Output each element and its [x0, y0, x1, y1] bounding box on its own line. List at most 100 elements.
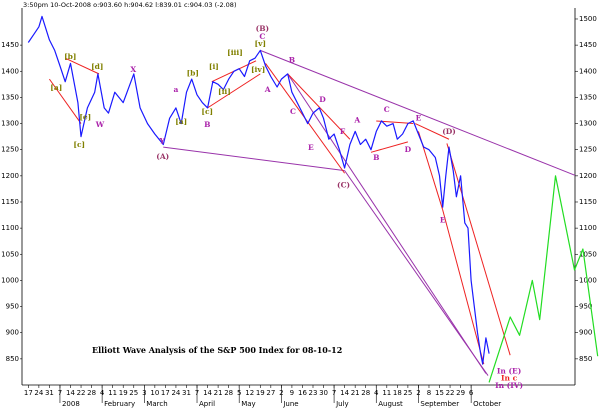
- wave-label: B: [373, 153, 379, 162]
- chart-title: Elliott Wave Analysis of the S&P 500 Ind…: [92, 345, 342, 355]
- y-tick-label: 1000: [579, 276, 597, 284]
- left-y-tick-label: 1450: [1, 41, 19, 49]
- wave-label: In (IV): [495, 381, 523, 390]
- x-tick-label: 19: [256, 389, 265, 397]
- wave-label: [d]: [91, 62, 103, 71]
- wave-label: D: [405, 145, 412, 154]
- y-tick-label: 950: [579, 303, 592, 311]
- wave-label: (B): [256, 24, 269, 33]
- x-tick-label: 24: [34, 389, 43, 397]
- wave-label: D: [319, 95, 326, 104]
- x-tick-label: 11: [382, 389, 391, 397]
- y-tick-label: 1150: [579, 198, 597, 206]
- wave-label: a: [173, 85, 178, 94]
- x-tick-label: 19: [119, 389, 128, 397]
- x-tick-label: 16: [298, 389, 307, 397]
- x-tick-label: 14: [203, 389, 212, 397]
- y-tick-label: 1500: [579, 15, 597, 23]
- trendline: [49, 78, 82, 124]
- x-tick-label: 27: [266, 389, 275, 397]
- x-tick-label: 24: [171, 389, 180, 397]
- x-tick-label: 18: [393, 389, 402, 397]
- x-tick-label: 28: [87, 389, 96, 397]
- wave-label: [b]: [187, 68, 199, 77]
- month-label: October: [473, 400, 501, 408]
- x-tick-label: 12: [245, 389, 254, 397]
- y-tick-label: 1350: [579, 93, 597, 101]
- x-tick-label: 14: [340, 389, 349, 397]
- wave-label: B: [289, 55, 295, 64]
- wave-label: (D): [442, 127, 456, 136]
- wave-label: (C): [337, 180, 350, 189]
- wave-label: [iv]: [251, 65, 265, 74]
- x-tick-label: 22: [77, 389, 86, 397]
- trendline: [370, 141, 409, 153]
- month-label: February: [104, 400, 135, 408]
- wave-label: E: [308, 143, 314, 152]
- left-y-tick-label: 1250: [1, 146, 19, 154]
- left-y-tick-label: 1050: [1, 250, 19, 258]
- x-tick-label: 22: [446, 389, 455, 397]
- wave-label: [i]: [209, 62, 219, 71]
- month-label: May: [241, 400, 255, 408]
- wave-label: [ii]: [218, 87, 231, 96]
- wave-label: C: [290, 107, 296, 116]
- left-y-tick-label: 1150: [1, 198, 19, 206]
- wave-label: A: [264, 85, 271, 94]
- x-tick-label: 21: [214, 389, 223, 397]
- month-label: August: [378, 400, 403, 408]
- x-tick-label: 9: [290, 389, 294, 397]
- wave-label: F: [340, 127, 346, 136]
- wave-label: [e]: [79, 112, 91, 121]
- month-label: 2008: [62, 400, 80, 408]
- left-y-tick-label: 1000: [1, 276, 19, 284]
- month-label: July: [335, 400, 349, 408]
- wave-label: (A): [156, 152, 169, 161]
- x-tick-label: 31: [45, 389, 54, 397]
- wave-label: C: [384, 105, 390, 114]
- trendline: [287, 73, 487, 374]
- wave-label: [c]: [201, 107, 213, 116]
- wave-label: [c]: [73, 140, 85, 149]
- wave-label: [b]: [64, 52, 76, 61]
- y-tick-label: 1200: [579, 172, 597, 180]
- wave-label: In c: [501, 374, 518, 383]
- wave-label: A: [353, 115, 360, 124]
- y-tick-label: 1250: [579, 146, 597, 154]
- x-tick-label: 30: [319, 389, 328, 397]
- wave-label: E: [416, 113, 422, 122]
- trendline: [207, 73, 261, 109]
- left-y-tick-label: 950: [6, 303, 19, 311]
- x-tick-label: 14: [66, 389, 75, 397]
- x-tick-label: 28: [361, 389, 370, 397]
- header: 3:50pm 10-Oct-2008 o:903.60 h:904.62 l:8…: [23, 1, 236, 9]
- left-y-tick-label: 1400: [1, 67, 19, 75]
- trendline: [446, 143, 511, 356]
- wave-label: [iii]: [227, 48, 243, 57]
- trendline: [260, 49, 576, 176]
- x-tick-label: 10: [150, 389, 159, 397]
- y-tick-label: 1400: [579, 67, 597, 75]
- wave-label: C: [259, 32, 265, 41]
- month-label: June: [282, 400, 298, 408]
- trendline: [442, 209, 485, 365]
- x-tick-label: 17: [24, 389, 33, 397]
- x-tick-label: 31: [182, 389, 191, 397]
- trendline: [163, 146, 345, 172]
- y-tick-label: 1050: [579, 250, 597, 258]
- wave-label: E: [440, 215, 446, 224]
- wave-label: [a]: [50, 83, 62, 92]
- wave-label: B: [204, 120, 210, 129]
- y-tick-label: 850: [579, 355, 592, 363]
- x-tick-label: 21: [351, 389, 360, 397]
- x-tick-label: 11: [108, 389, 117, 397]
- wave-label: [a]: [175, 117, 187, 126]
- left-y-tick-label: 900: [6, 329, 19, 337]
- y-tick-label: 900: [579, 329, 592, 337]
- wave-label: Y: [159, 136, 166, 145]
- month-label: April: [199, 400, 215, 408]
- trendline: [65, 57, 100, 75]
